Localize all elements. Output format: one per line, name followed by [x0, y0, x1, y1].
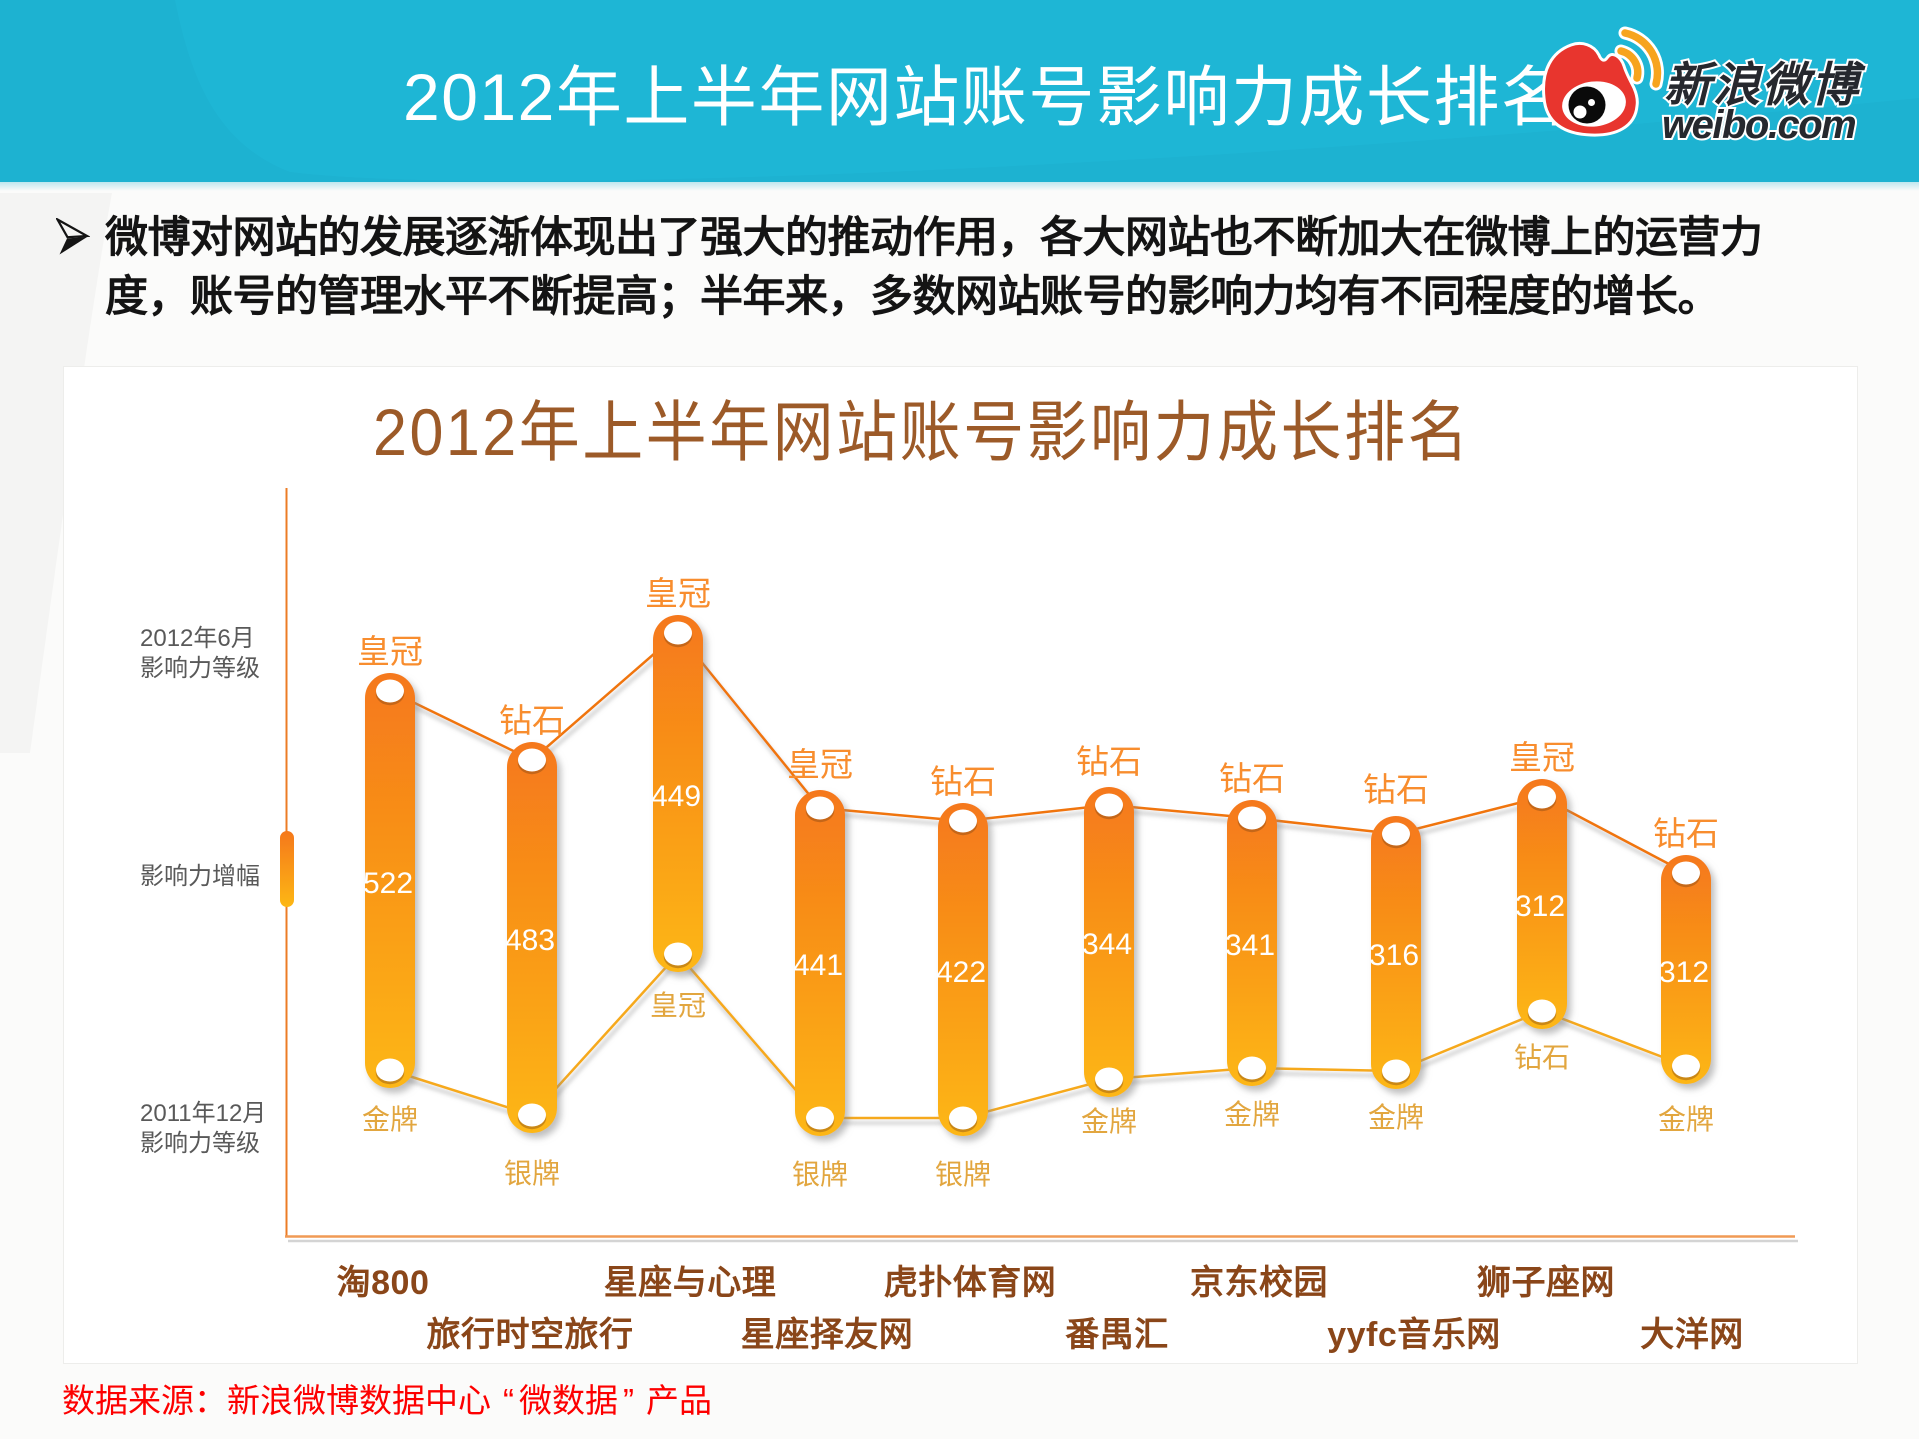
svg-text:旅行时空旅行: 旅行时空旅行 [427, 1316, 634, 1354]
svg-text:影响力增幅: 影响力增幅 [140, 863, 260, 890]
svg-text:522: 522 [363, 867, 413, 900]
svg-text:422: 422 [936, 956, 986, 989]
svg-text:312: 312 [1659, 956, 1709, 989]
svg-text:2012年上半年网站账号影响力成长排名: 2012年上半年网站账号影响力成长排名 [373, 397, 1471, 470]
svg-text:钻石: 钻石 [499, 702, 565, 739]
svg-text:341: 341 [1225, 929, 1275, 962]
svg-text:大洋网: 大洋网 [1640, 1316, 1744, 1354]
svg-text:影响力等级: 影响力等级 [140, 1130, 260, 1157]
svg-text:yyfc音乐网: yyfc音乐网 [1327, 1316, 1501, 1354]
svg-text:狮子座网: 狮子座网 [1477, 1264, 1615, 1302]
svg-text:新浪微博: 新浪微博 [1664, 58, 1866, 111]
svg-text:皇冠: 皇冠 [1509, 739, 1575, 776]
svg-text:银牌: 银牌 [935, 1159, 991, 1190]
svg-text:weibo.com: weibo.com [1662, 103, 1855, 147]
svg-text:钻石: 钻石 [1219, 760, 1285, 797]
svg-text:2012年6月: 2012年6月 [140, 625, 255, 652]
svg-text:312: 312 [1515, 890, 1565, 923]
svg-text:皇冠: 皇冠 [357, 633, 423, 670]
svg-text:钻石: 钻石 [1653, 815, 1719, 852]
svg-text:银牌: 银牌 [792, 1159, 848, 1190]
svg-text:虎扑体育网: 虎扑体育网 [884, 1264, 1057, 1302]
svg-text:银牌: 银牌 [504, 1158, 560, 1189]
svg-text:皇冠: 皇冠 [650, 990, 706, 1021]
svg-text:星座择友网: 星座择友网 [741, 1316, 914, 1354]
svg-text:钻石: 钻石 [1076, 743, 1142, 780]
svg-text:钻石: 钻石 [1514, 1042, 1570, 1073]
svg-text:番禺汇: 番禺汇 [1065, 1316, 1169, 1354]
svg-text:金牌: 金牌 [1081, 1106, 1137, 1137]
svg-text:皇冠: 皇冠 [787, 746, 853, 783]
svg-text:钻石: 钻石 [930, 763, 996, 800]
svg-text:441: 441 [793, 949, 843, 982]
svg-text:钻石: 钻石 [1363, 771, 1429, 808]
svg-text:483: 483 [505, 924, 555, 957]
svg-text:京东校园: 京东校园 [1190, 1263, 1328, 1302]
svg-text:449: 449 [651, 780, 701, 813]
svg-text:金牌: 金牌 [1368, 1102, 1424, 1133]
svg-text:淘800: 淘800 [337, 1264, 430, 1302]
svg-text:皇冠: 皇冠 [645, 575, 711, 612]
svg-text:金牌: 金牌 [1224, 1099, 1280, 1130]
svg-text:344: 344 [1082, 928, 1132, 961]
svg-text:316: 316 [1369, 939, 1419, 972]
svg-text:2011年12月: 2011年12月 [140, 1100, 266, 1127]
svg-text:影响力等级: 影响力等级 [140, 655, 260, 682]
svg-text:金牌: 金牌 [362, 1104, 418, 1135]
svg-text:金牌: 金牌 [1658, 1104, 1714, 1135]
svg-text:星座与心理: 星座与心理 [604, 1264, 777, 1302]
